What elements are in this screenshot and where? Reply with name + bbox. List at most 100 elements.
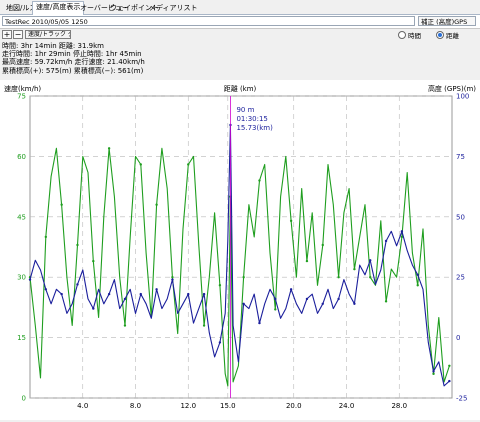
zoom-in-button[interactable]: + (2, 30, 12, 39)
speed-series-line (29, 147, 450, 387)
speed-point (274, 308, 277, 311)
stat-elevation-gain-loss: 累積標高(+): 575(m) 累積標高(−): 561(m) (2, 66, 144, 75)
chart-ticks: 0 15 30 45 60 75 -25 0 25 50 75 100 4.0 8.0 12.0 15.0 20… (17, 93, 469, 411)
tab-map-list[interactable]: 地図/ルスト (6, 4, 44, 12)
speed-point (76, 243, 79, 247)
elevation-point (448, 379, 451, 383)
elevation-point (218, 341, 222, 344)
speed-point (305, 259, 309, 263)
elevation-point (274, 297, 277, 301)
radio-time-label: 時間 (408, 32, 421, 40)
elevation-point (400, 230, 404, 233)
speed-point (384, 300, 388, 303)
elevation-point (44, 288, 48, 291)
speed-point (202, 324, 206, 327)
speed-point (123, 324, 127, 327)
speed-tick-label: 15 (17, 334, 26, 342)
tab-speed-elevation[interactable]: 速度/高度表示 (32, 1, 85, 15)
elevation-source-dropdown[interactable]: 補正 (高度)GPS (418, 16, 476, 26)
speed-point (337, 276, 340, 279)
speed-point (242, 276, 245, 279)
chart-type-dropdown[interactable]: 速度/トラック グラ... (25, 30, 71, 39)
speed-point (218, 284, 222, 287)
track-selector-bar: TestRec 2010/05/05 1250 補正 (高度)GPS (0, 15, 480, 29)
speed-point (171, 276, 174, 279)
speed-point (107, 147, 111, 150)
stat-speeds: 最高速度: 59.72km/h 走行速度: 21.40km/h (2, 58, 145, 67)
elevation-tick-label: -25 (456, 395, 467, 403)
speed-point (353, 267, 356, 271)
elevation-point (384, 239, 388, 243)
elevation-point (107, 292, 111, 296)
elevation-point (321, 302, 324, 305)
radio-distance-label: 距離 (446, 32, 459, 40)
cursor-label-distance: 90 m (236, 106, 254, 114)
tab-bar: 地図/ルスト 速度/高度表示 オーバービュー ウェイポイント メディアリスト (0, 0, 480, 15)
speed-point (289, 219, 293, 223)
elevation-tick-label: 100 (456, 93, 469, 101)
tab-media-list[interactable]: メディアリスト (149, 4, 198, 12)
elevation-point (123, 297, 127, 301)
speed-point (187, 163, 190, 166)
radio-time-indicator (398, 31, 406, 39)
right-axis-label: 高度 (GPS)(m) (428, 84, 476, 93)
speed-point (448, 364, 451, 367)
radio-distance-indicator (436, 31, 444, 39)
x-axis-label: 距離 (km) (224, 84, 257, 93)
track-name-field[interactable]: TestRec 2010/05/05 1250 (2, 16, 415, 26)
cursor-label-time: 01:30:15 (236, 115, 267, 123)
stat-moving-stopped: 走行時間: 1hr 29min 停止時間: 1hr 45min (2, 50, 142, 59)
radio-time[interactable]: 時間 (398, 31, 421, 40)
zoom-out-button[interactable]: − (13, 30, 23, 39)
elevation-point (242, 302, 245, 305)
distance-tick-label: 15.0 (220, 402, 236, 410)
speed-tick-label: 45 (17, 213, 26, 221)
speed-point (60, 203, 63, 206)
speed-point (432, 372, 435, 376)
elevation-point (187, 292, 190, 296)
speed-point (321, 243, 324, 247)
speed-point (139, 163, 142, 166)
chart-grid (29, 95, 453, 399)
speed-point (44, 235, 48, 239)
speed-point (258, 179, 261, 182)
elevation-point (353, 302, 356, 305)
speed-tick-label: 0 (22, 395, 26, 403)
elevation-series-line (29, 124, 450, 387)
distance-tick-label: 4.0 (77, 402, 88, 410)
speed-point (92, 259, 95, 263)
tab-waypoints[interactable]: ウェイポイント (110, 4, 159, 12)
elevation-point (155, 288, 158, 291)
speed-tick-label: 60 (17, 153, 26, 161)
elevation-point (289, 288, 293, 291)
distance-tick-label: 8.0 (130, 402, 141, 410)
plot-frame (29, 95, 453, 399)
tab-overview[interactable]: オーバービュー (80, 4, 129, 12)
elevation-tick-label: 25 (456, 274, 465, 282)
stat-time-distance: 時間: 3hr 14min 距離: 31.9km (2, 42, 104, 50)
elevation-point (432, 370, 435, 373)
elevation-point (258, 321, 261, 325)
distance-tick-label: 20.0 (286, 402, 302, 410)
chart-controls: + − 速度/トラック グラ... 時間 距離 (0, 29, 480, 41)
elevation-point (139, 292, 142, 296)
elevation-point (369, 259, 372, 262)
radio-distance[interactable]: 距離 (436, 31, 459, 40)
speed-elevation-chart[interactable]: 速度(km/h) 距離 (km) 高度 (GPS)(m) 0 15 30 45 60 75… (0, 80, 480, 420)
elevation-point (337, 297, 340, 301)
speed-tick-label: 75 (17, 93, 26, 101)
elevation-point (60, 292, 63, 296)
speed-point (369, 276, 372, 279)
elevation-point (416, 273, 419, 276)
chart-svg[interactable]: 速度(km/h) 距離 (km) 高度 (GPS)(m) 0 15 30 45 60 75… (0, 80, 480, 420)
chart-lines (28, 123, 451, 387)
elevation-tick-label: 50 (456, 213, 465, 221)
elevation-point (28, 278, 32, 281)
elevation-point (92, 307, 95, 310)
distance-tick-label: 24.0 (339, 402, 355, 410)
speed-point (400, 235, 404, 239)
elevation-point (76, 283, 79, 286)
track-statistics: 時間: 3hr 14min 距離: 31.9km 走行時間: 1hr 29min… (2, 42, 422, 75)
distance-tick-label: 28.0 (391, 402, 407, 410)
elevation-point (171, 278, 174, 281)
